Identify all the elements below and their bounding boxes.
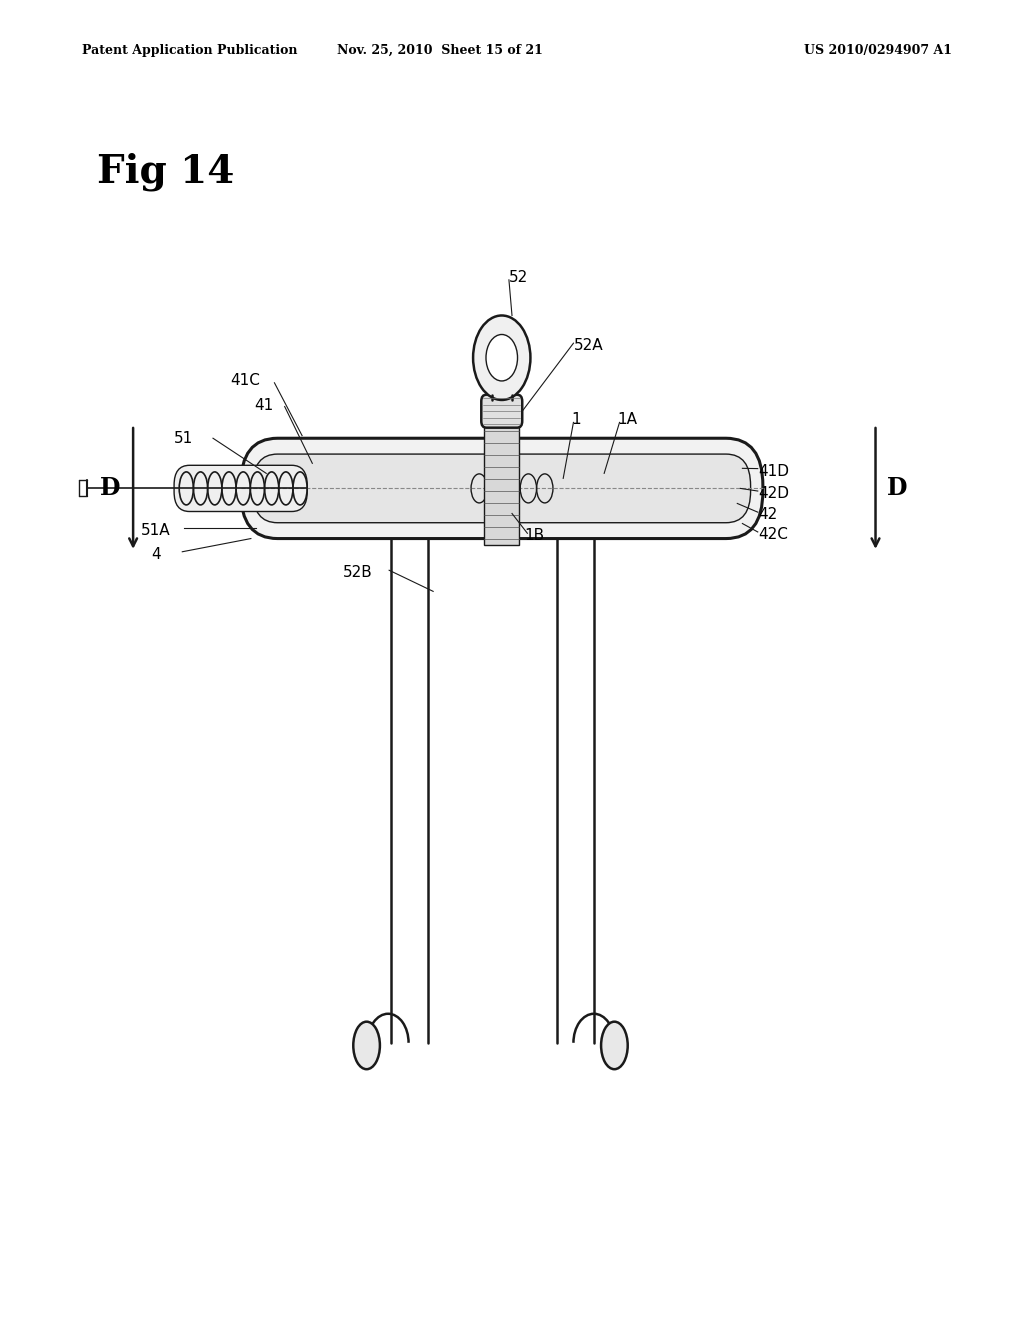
Text: 52B: 52B [343, 565, 373, 581]
FancyBboxPatch shape [253, 454, 751, 523]
FancyBboxPatch shape [481, 395, 522, 428]
Text: 52A: 52A [573, 338, 603, 354]
Text: D: D [100, 477, 121, 500]
Bar [484, 425, 519, 545]
Text: Nov. 25, 2010  Sheet 15 of 21: Nov. 25, 2010 Sheet 15 of 21 [337, 44, 544, 57]
Text: 41C: 41C [230, 372, 260, 388]
Text: 1: 1 [571, 412, 581, 428]
Ellipse shape [601, 1022, 628, 1069]
Ellipse shape [353, 1022, 380, 1069]
Text: 52: 52 [509, 269, 528, 285]
Text: 42C: 42C [758, 527, 787, 543]
Text: 4: 4 [152, 546, 161, 562]
Text: 1B: 1B [524, 528, 545, 544]
Text: 41: 41 [254, 397, 273, 413]
Text: Patent Application Publication: Patent Application Publication [82, 44, 297, 57]
Text: 42D: 42D [758, 486, 788, 502]
Text: 51: 51 [174, 430, 194, 446]
Text: Fig 14: Fig 14 [97, 152, 234, 191]
Ellipse shape [486, 334, 517, 381]
Text: US 2010/0294907 A1: US 2010/0294907 A1 [804, 44, 952, 57]
Text: 41D: 41D [758, 463, 788, 479]
Text: D: D [887, 477, 907, 500]
Text: 1A: 1A [617, 412, 638, 428]
FancyBboxPatch shape [174, 465, 307, 511]
Ellipse shape [473, 315, 530, 400]
Text: 51A: 51A [141, 523, 171, 539]
FancyBboxPatch shape [241, 438, 763, 539]
Text: 42: 42 [758, 507, 777, 523]
